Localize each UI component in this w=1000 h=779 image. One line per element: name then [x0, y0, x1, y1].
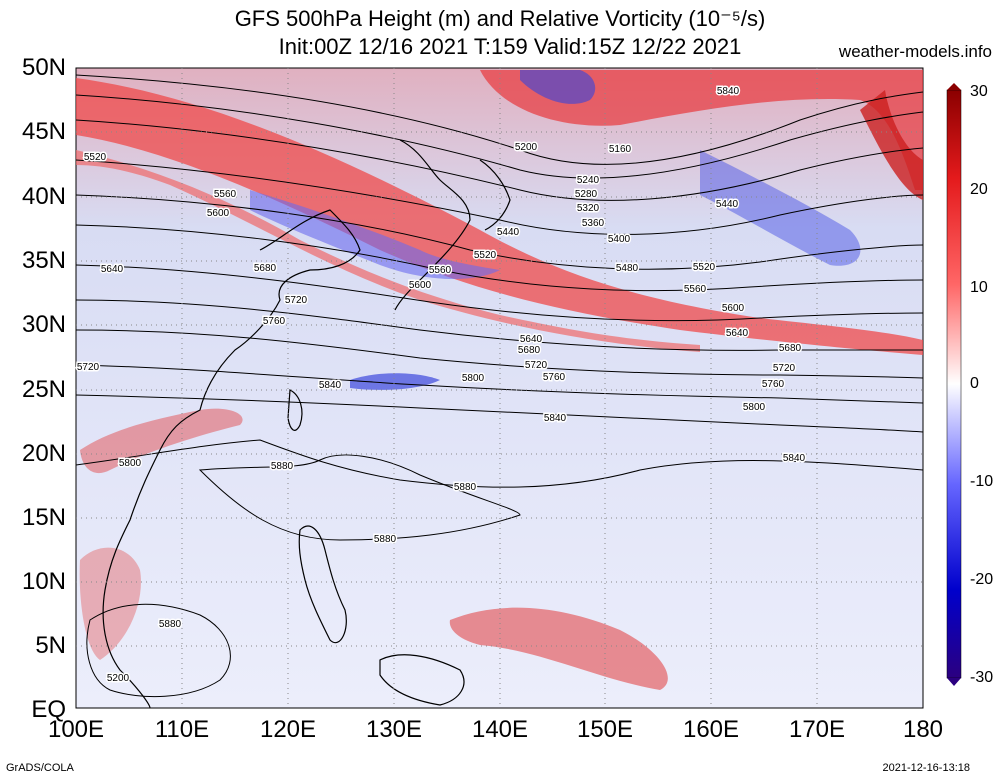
- contour-label: 5880: [159, 619, 182, 630]
- contour-label: 5520: [693, 262, 716, 273]
- contour-label: 5720: [77, 362, 100, 373]
- lat-label: 45N: [21, 118, 66, 145]
- colorbar-label: 30: [970, 83, 988, 100]
- contour-label: 5720: [773, 363, 796, 374]
- contour-label: 5440: [497, 227, 520, 238]
- contour-label: 5200: [107, 673, 130, 684]
- vorticity-band-blue: [520, 70, 596, 104]
- vorticity-band-red: [76, 78, 923, 355]
- contour-label: 5880: [374, 534, 397, 545]
- contour-label: 5640: [101, 264, 124, 275]
- contour-label: 5280: [575, 189, 598, 200]
- colorbar: [946, 89, 962, 679]
- height-contours: [76, 74, 923, 697]
- lon-label: 180: [902, 716, 944, 743]
- map-subtitle: Init:00Z 12/16 2021 T:159 Valid:15Z 12/2…: [278, 34, 742, 59]
- vorticity-band-red: [449, 607, 668, 690]
- vorticity-band-blue: [250, 190, 500, 280]
- lon-label: 110E: [154, 716, 210, 743]
- vorticity-band-red: [79, 547, 141, 660]
- lat-label: 30N: [21, 311, 66, 338]
- lon-label: 150E: [576, 716, 634, 743]
- contour-label: 5520: [474, 250, 497, 261]
- lat-label: 5N: [35, 632, 66, 659]
- lat-label: 20N: [21, 440, 66, 467]
- contour-label: 5440: [716, 199, 739, 210]
- colorbar-bottom-arrow: [947, 678, 961, 686]
- contour-label: 5600: [722, 303, 745, 314]
- contour-label: 5200: [515, 142, 538, 153]
- contour-label: 5320: [577, 203, 600, 214]
- contour-label: 5680: [779, 343, 802, 354]
- contour-label: 5360: [582, 218, 605, 229]
- contour-label: 5760: [543, 372, 566, 383]
- contour-label: 5240: [577, 175, 600, 186]
- lon-label: 100E: [47, 716, 105, 743]
- lat-label: EQ: [31, 696, 66, 723]
- coastlines: [102, 139, 511, 708]
- colorbar-label: 0: [970, 375, 979, 392]
- contour-label: 5760: [762, 379, 785, 390]
- vorticity-band-red: [860, 90, 923, 200]
- lon-label: 120E: [259, 716, 317, 743]
- vorticity-band-red: [480, 70, 923, 190]
- lon-label: 140E: [471, 716, 529, 743]
- colorbar-label: 20: [970, 181, 988, 198]
- contour-label: 5880: [271, 461, 294, 472]
- lon-label: 130E: [365, 716, 423, 743]
- colorbar-label: -10: [970, 473, 994, 490]
- footer-software: GrADS/COLA: [6, 762, 74, 774]
- contour-label: 5800: [743, 402, 766, 413]
- contour-label: 5720: [285, 295, 308, 306]
- contour-label: 5640: [726, 328, 749, 339]
- lat-label: 25N: [21, 376, 66, 403]
- graticule: [76, 68, 923, 708]
- contour-label: 5840: [319, 380, 342, 391]
- colorbar-top-arrow: [947, 83, 961, 90]
- vorticity-band-blue: [350, 373, 440, 390]
- contour-label: 5800: [462, 373, 485, 384]
- contour-label: 5400: [608, 234, 631, 245]
- lon-label: 170E: [788, 716, 846, 743]
- footer-timestamp: 2021-12-16-13:18: [882, 762, 970, 774]
- colorbar-label: -30: [970, 669, 994, 686]
- map-title: GFS 500hPa Height (m) and Relative Vorti…: [234, 6, 766, 31]
- contour-label: 5480: [616, 263, 639, 274]
- colorbar-label: 10: [970, 279, 988, 296]
- contour-label: 5520: [84, 152, 107, 163]
- contour-label: 5840: [544, 413, 567, 424]
- contour-label: 5600: [409, 280, 432, 291]
- contour-label: 5560: [684, 284, 707, 295]
- contour-label: 5160: [609, 144, 632, 155]
- contour-label: 5840: [717, 86, 740, 97]
- lat-label: 35N: [21, 247, 66, 274]
- contour-label: 5880: [454, 482, 477, 493]
- contour-label: 5560: [214, 189, 237, 200]
- contour-label: 5760: [263, 316, 286, 327]
- vorticity-band-red: [76, 150, 700, 352]
- contour-label: 5560: [429, 265, 452, 276]
- contour-label: 5840: [783, 453, 806, 464]
- lat-label: 10N: [21, 568, 66, 595]
- contour-label: 5600: [207, 208, 230, 219]
- vorticity-band-blue: [700, 150, 861, 266]
- contour-label: 5800: [119, 458, 142, 469]
- source-credit: weather-models.info: [838, 42, 992, 61]
- contour-label: 5680: [254, 263, 277, 274]
- vorticity-band-red: [80, 408, 243, 474]
- lon-label: 160E: [682, 716, 740, 743]
- lat-label: 40N: [21, 183, 66, 210]
- contour-label: 5640: [520, 334, 543, 345]
- contour-label: 5720: [525, 360, 548, 371]
- colorbar-label: -20: [970, 571, 994, 588]
- contour-label: 5680: [518, 345, 541, 356]
- lat-label: 50N: [21, 54, 66, 81]
- vorticity-field: [76, 68, 923, 708]
- lat-label: 15N: [21, 504, 66, 531]
